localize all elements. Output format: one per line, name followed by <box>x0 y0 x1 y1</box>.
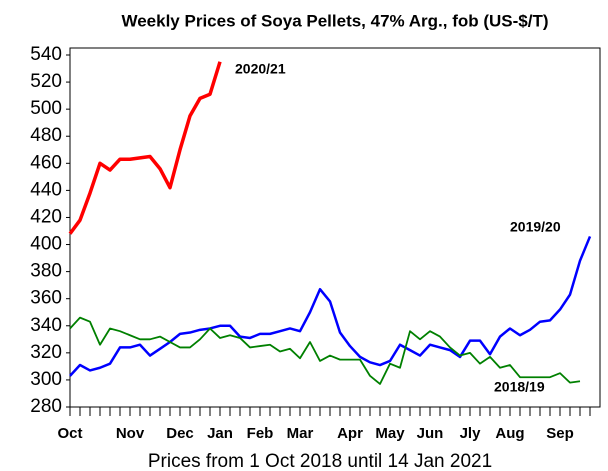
y-tick-label: 440 <box>30 179 62 200</box>
y-tick-label: 320 <box>30 342 62 363</box>
series-label: 2018/19 <box>494 379 545 395</box>
y-tick-label: 280 <box>30 396 62 417</box>
x-tick-label: May <box>375 425 405 442</box>
y-tick-label: 400 <box>30 234 62 255</box>
y-tick-label: 300 <box>30 369 62 390</box>
x-axis-label: Prices from 1 Oct 2018 until 14 Jan 2021 <box>148 451 492 471</box>
y-tick-label: 380 <box>30 261 62 282</box>
y-tick-label: 420 <box>30 206 62 227</box>
x-tick-label: Mar <box>287 425 314 442</box>
series-label: 2019/20 <box>510 219 561 235</box>
y-tick-label: 540 <box>30 44 62 65</box>
x-tick-label: Nov <box>116 425 145 442</box>
x-tick-label: Sep <box>546 425 574 442</box>
series-line <box>69 316 581 385</box>
series-label: 2020/21 <box>235 61 286 77</box>
x-tick-label: Jun <box>417 425 444 442</box>
y-tick-label: 500 <box>30 98 62 119</box>
y-tick-label: 340 <box>30 315 62 336</box>
y-tick-label: 360 <box>30 288 62 309</box>
x-tick-label: Dec <box>166 425 194 442</box>
chart-title: Weekly Prices of Soya Pellets, 47% Arg.,… <box>121 11 548 30</box>
y-tick-label: 520 <box>30 71 62 92</box>
x-tick-label: Aug <box>495 425 524 442</box>
series-line <box>68 61 222 235</box>
y-tick-label: 460 <box>30 152 62 173</box>
x-tick-label: Jly <box>460 425 482 442</box>
x-tick-label: Jan <box>207 425 233 442</box>
x-tick-label: Apr <box>337 425 363 442</box>
x-tick-label: Oct <box>57 425 82 442</box>
plot-frame <box>69 47 601 408</box>
y-tick-label: 480 <box>30 125 62 146</box>
x-tick-label: Feb <box>247 425 274 442</box>
series-line <box>69 235 592 377</box>
